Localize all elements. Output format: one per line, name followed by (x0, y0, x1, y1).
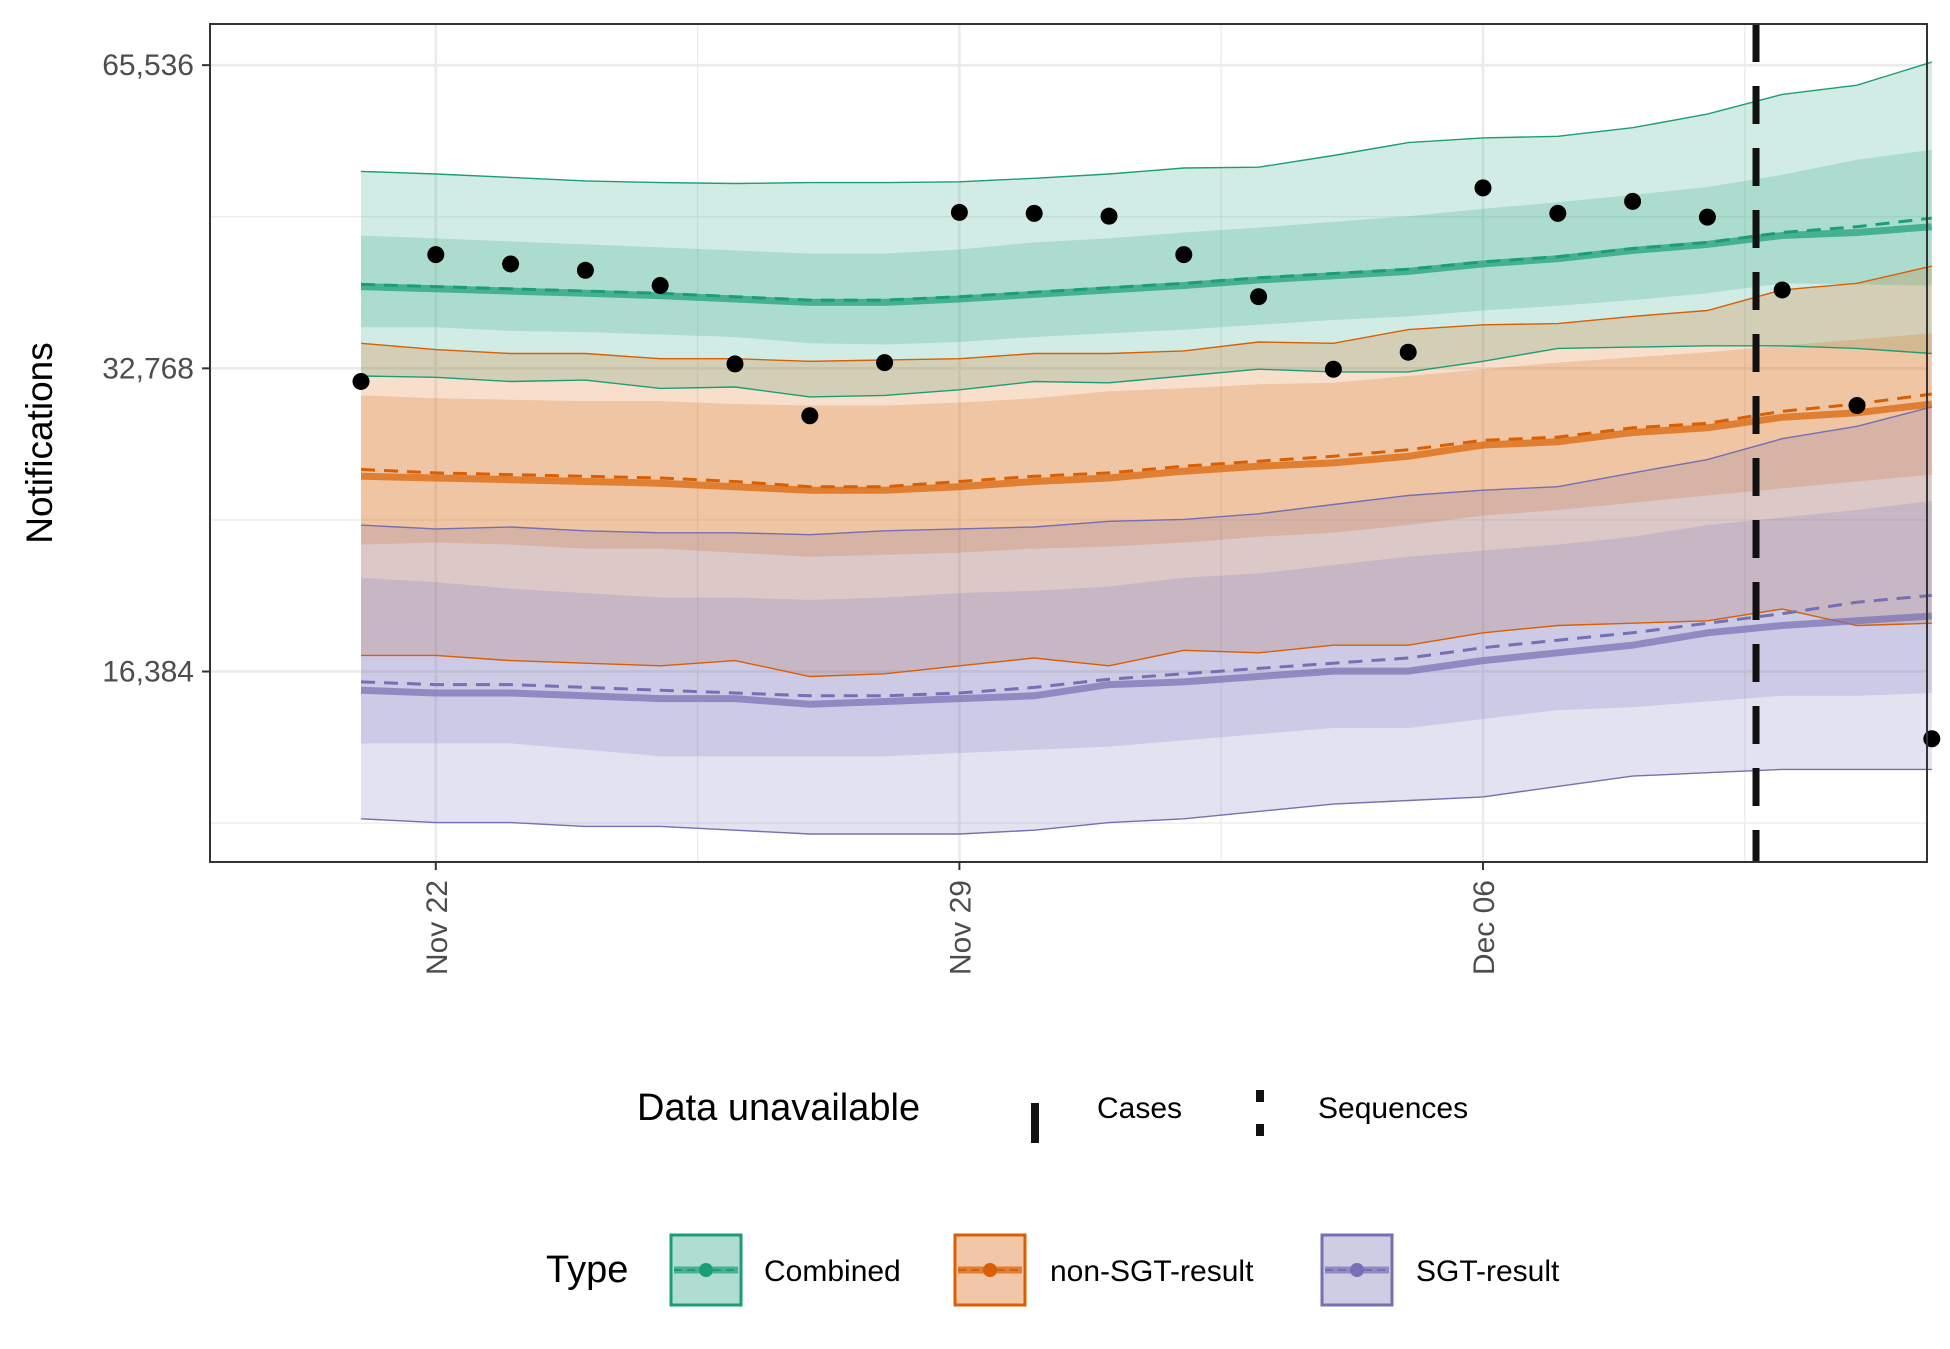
observed-point (651, 277, 669, 295)
outer-upper-line-non-SGT-result (360, 265, 1932, 363)
legend-sequences-label: Sequences (1318, 1092, 1468, 1125)
legend-type-label: non-SGT-result (1050, 1255, 1254, 1288)
legend-key-point (983, 1263, 997, 1277)
y-axis-title: Notifications (19, 342, 60, 544)
observed-point (1175, 246, 1193, 264)
legends: Data unavailable Cases Sequences Type Combin… (546, 1087, 1560, 1307)
inner-ribbon-non-SGT-result (361, 333, 1932, 557)
legend-cases-label: Cases (1097, 1092, 1182, 1125)
median-line-SGT-result (360, 612, 1933, 708)
observed-point (1773, 281, 1791, 299)
observed-point (1474, 179, 1492, 197)
observed-point (502, 255, 520, 273)
dashed-line-SGT-result (360, 593, 1932, 698)
x-tick-label: Nov 22 (421, 880, 454, 975)
observed-point (950, 203, 968, 221)
grid (210, 24, 1927, 862)
outer-upper-line-SGT-result (360, 406, 1932, 536)
observed-point (576, 261, 594, 279)
observed-point (1025, 204, 1043, 222)
observed-point (1848, 396, 1866, 414)
legend-unavailable-title: Data unavailable (637, 1087, 920, 1129)
median-line-Combined (360, 223, 1933, 306)
observed-point (1698, 208, 1716, 226)
legend-type-label: SGT-result (1416, 1255, 1560, 1288)
legend-type-label: Combined (764, 1255, 901, 1288)
observed-point (427, 246, 445, 264)
observed-point (726, 355, 744, 373)
legend-key-point (699, 1263, 713, 1277)
observed-point (1250, 288, 1268, 306)
outer-ribbon-Combined (361, 62, 1932, 397)
observed-point (1399, 343, 1417, 361)
dashed-line-non-SGT-result (360, 392, 1932, 489)
legend-key-point (1350, 1263, 1364, 1277)
observed-point (1100, 207, 1118, 225)
observed-point (876, 354, 894, 372)
y-tick-label: 65,536 (102, 49, 194, 82)
y-tick-label: 16,384 (102, 656, 194, 689)
y-tick-label: 32,768 (102, 352, 194, 385)
x-tick-label: Nov 29 (944, 880, 977, 975)
observed-point (1324, 360, 1342, 378)
observed-point (352, 372, 370, 390)
dashed-line-Combined (360, 216, 1932, 302)
outer-ribbon-SGT-result (361, 406, 1932, 834)
outer-lower-line-non-SGT-result (361, 608, 1932, 678)
observed-point (801, 407, 819, 425)
observed-point (1624, 192, 1642, 210)
x-tick-label: Dec 06 (1468, 880, 1501, 975)
panel-border (209, 23, 1928, 863)
ribbons (361, 62, 1932, 834)
observed-point (1549, 204, 1567, 222)
outer-upper-line-Combined (360, 61, 1933, 185)
observed-point (1923, 730, 1941, 748)
median-line-non-SGT-result (360, 400, 1933, 494)
outer-lower-line-Combined (360, 345, 1932, 398)
series-lines (360, 61, 1933, 835)
inner-ribbon-Combined (361, 149, 1932, 345)
outer-lower-line-SGT-result (360, 768, 1932, 835)
legend-type-title: Type (546, 1249, 628, 1291)
